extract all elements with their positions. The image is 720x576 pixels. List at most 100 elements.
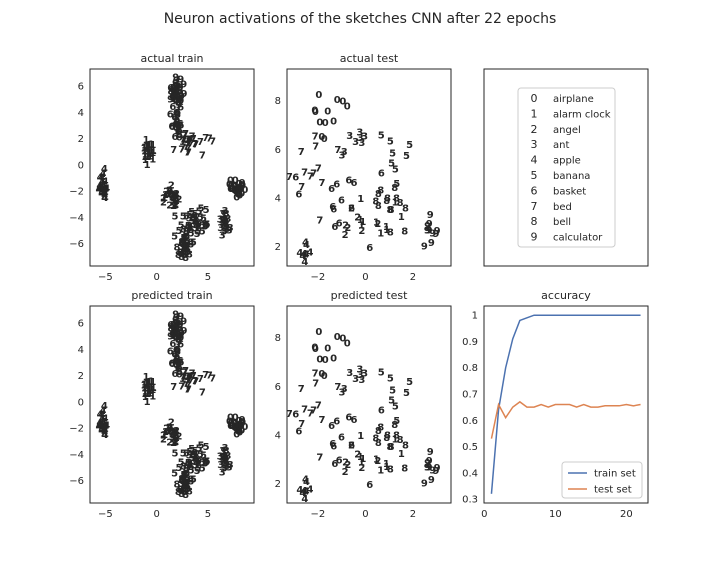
x-tick-label: 2 xyxy=(410,272,416,283)
scatter-point-2: 2 xyxy=(342,458,349,469)
scatter-point-5: 5 xyxy=(192,446,199,457)
scatter-point-6: 6 xyxy=(170,84,177,95)
y-tick-label: 0.9 xyxy=(462,337,478,348)
scatter-point-6: 6 xyxy=(378,405,385,416)
scatter-point-1: 1 xyxy=(398,449,405,460)
scatter-point-2: 2 xyxy=(170,431,177,442)
axes-frame xyxy=(483,68,649,267)
scatter-point-0: 0 xyxy=(229,183,236,194)
scatter-point-7: 7 xyxy=(189,135,196,146)
scatter-point-3: 3 xyxy=(356,365,363,376)
scatter-point-6: 6 xyxy=(173,360,180,371)
scatter-point-9: 9 xyxy=(167,95,174,106)
scatter-point-0: 0 xyxy=(321,134,328,145)
scatter-point-4: 4 xyxy=(102,425,109,436)
scatter-point-1: 1 xyxy=(383,459,390,470)
scatter-point-8: 8 xyxy=(187,240,194,251)
scatter-point-7: 7 xyxy=(312,368,319,379)
scatter-point-7: 7 xyxy=(190,134,197,145)
scatter-point-0: 0 xyxy=(238,183,245,194)
legend-label: alarm clock xyxy=(553,109,611,120)
scatter-point-7: 7 xyxy=(192,140,199,151)
scatter-point-5: 5 xyxy=(178,458,185,469)
scatter-point-2: 2 xyxy=(166,186,173,197)
scatter-point-2: 2 xyxy=(166,186,173,197)
scatter-point-2: 2 xyxy=(354,213,361,224)
scatter-point-2: 2 xyxy=(161,430,168,441)
scatter-point-7: 7 xyxy=(298,419,305,430)
scatter-point-5: 5 xyxy=(192,457,199,468)
scatter-point-5: 5 xyxy=(193,224,200,235)
scatter-point-0: 0 xyxy=(344,101,351,112)
scatter-point-1: 1 xyxy=(144,389,151,400)
scatter-point-7: 7 xyxy=(184,135,191,146)
scatter-point-6: 6 xyxy=(331,459,338,470)
scatter-point-9: 9 xyxy=(176,94,183,105)
scatter-point-3: 3 xyxy=(217,460,224,471)
scatter-point-2: 2 xyxy=(172,428,179,439)
scatter-point-0: 0 xyxy=(239,181,246,192)
scatter-point-6: 6 xyxy=(171,349,178,360)
scatter-point-9: 9 xyxy=(171,90,178,101)
scatter-point-3: 3 xyxy=(352,374,359,385)
y-tick-label: 6 xyxy=(275,145,281,156)
scatter-point-6: 6 xyxy=(177,119,184,130)
scatter-point-9: 9 xyxy=(434,463,441,474)
y-tick-label: −2 xyxy=(69,187,84,198)
scatter-point-6: 6 xyxy=(328,421,335,432)
scatter-point-5: 5 xyxy=(194,226,201,237)
scatter-point-7: 7 xyxy=(312,379,319,390)
scatter-point-0: 0 xyxy=(316,355,323,366)
scatter-point-5: 5 xyxy=(192,209,199,220)
scatter-point-5: 5 xyxy=(184,223,191,234)
scatter-point-5: 5 xyxy=(190,237,197,248)
scatter-point-0: 0 xyxy=(238,426,245,437)
scatter-point-8: 8 xyxy=(186,250,193,261)
scatter-point-6: 6 xyxy=(173,351,180,362)
scatter-point-4: 4 xyxy=(98,189,105,200)
y-tick-label: 4 xyxy=(275,193,281,204)
scatter-point-5: 5 xyxy=(187,459,194,470)
scatter-point-0: 0 xyxy=(315,327,322,338)
scatter-point-0: 0 xyxy=(234,421,241,432)
scatter-point-6: 6 xyxy=(172,132,179,143)
scatter-point-7: 7 xyxy=(197,137,204,148)
scatter-point-1: 1 xyxy=(141,146,148,157)
scatter-point-7: 7 xyxy=(209,374,216,385)
scatter-point-2: 2 xyxy=(170,194,177,205)
y-tick-label: 6 xyxy=(78,319,84,330)
scatter-point-6: 6 xyxy=(172,96,179,107)
x-tick-label: −2 xyxy=(311,272,326,283)
scatter-point-1: 1 xyxy=(143,141,150,152)
scatter-point-5: 5 xyxy=(187,222,194,233)
scatter-point-6: 6 xyxy=(169,339,176,350)
y-tick-label: 0.7 xyxy=(462,389,478,400)
scatter-point-0: 0 xyxy=(318,369,325,380)
scatter-point-9: 9 xyxy=(432,229,439,240)
scatter-point-0: 0 xyxy=(234,185,241,196)
scatter-point-4: 4 xyxy=(98,409,105,420)
x-tick-label: 0 xyxy=(362,272,368,283)
scatter-point-1: 1 xyxy=(373,454,380,465)
scatter-point-3: 3 xyxy=(352,137,359,148)
scatter-point-4: 4 xyxy=(99,406,106,417)
scatter-point-0: 0 xyxy=(231,185,238,196)
scatter-point-7: 7 xyxy=(301,168,308,179)
scatter-point-9: 9 xyxy=(180,89,187,100)
scatter-point-1: 1 xyxy=(398,212,405,223)
scatter-point-0: 0 xyxy=(235,421,242,432)
scatter-point-8: 8 xyxy=(180,461,187,472)
scatter-point-5: 5 xyxy=(388,396,395,407)
scatter-point-4: 4 xyxy=(102,430,109,441)
scatter-point-3: 3 xyxy=(356,128,363,139)
scatter-point-9: 9 xyxy=(178,328,185,339)
scatter-point-2: 2 xyxy=(170,438,177,449)
scatter-point-3: 3 xyxy=(220,227,227,238)
scatter-point-8: 8 xyxy=(180,476,187,487)
scatter-point-9: 9 xyxy=(175,97,182,108)
scatter-point-9: 9 xyxy=(177,74,184,85)
scatter-point-3: 3 xyxy=(346,368,353,379)
scatter-point-2: 2 xyxy=(172,190,179,201)
scatter-point-0: 0 xyxy=(235,426,242,437)
